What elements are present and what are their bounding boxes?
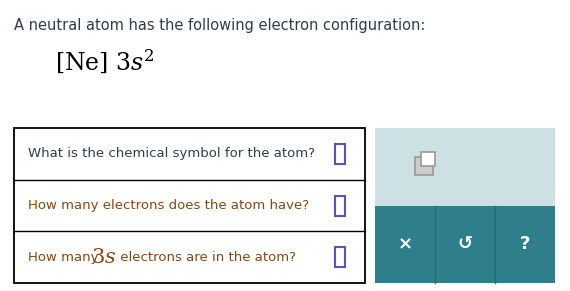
Bar (375, 128, 555, 205)
Text: ?: ? (520, 235, 530, 253)
Text: $[\mathrm{Ne}]\ 3\mathit{s}^{2}$: $[\mathrm{Ne}]\ 3\mathit{s}^{2}$ (55, 48, 154, 76)
Text: ×: × (397, 235, 413, 253)
Bar (335, 247, 345, 267)
Bar (421, 152, 435, 166)
Text: electrons are in the atom?: electrons are in the atom? (116, 251, 296, 264)
Text: How many: How many (28, 251, 103, 264)
Bar (375, 205, 555, 283)
Text: A neutral atom has the following electron configuration:: A neutral atom has the following electro… (14, 18, 425, 33)
Text: What is the chemical symbol for the atom?: What is the chemical symbol for the atom… (28, 147, 315, 160)
Text: ↺: ↺ (458, 235, 473, 253)
Bar (335, 196, 345, 216)
Text: How many electrons does the atom have?: How many electrons does the atom have? (28, 199, 309, 212)
Text: $3\mathit{s}$: $3\mathit{s}$ (91, 248, 116, 267)
Bar (375, 205, 555, 283)
Bar (14, 128, 365, 283)
Bar (335, 144, 345, 164)
Bar (416, 157, 433, 175)
